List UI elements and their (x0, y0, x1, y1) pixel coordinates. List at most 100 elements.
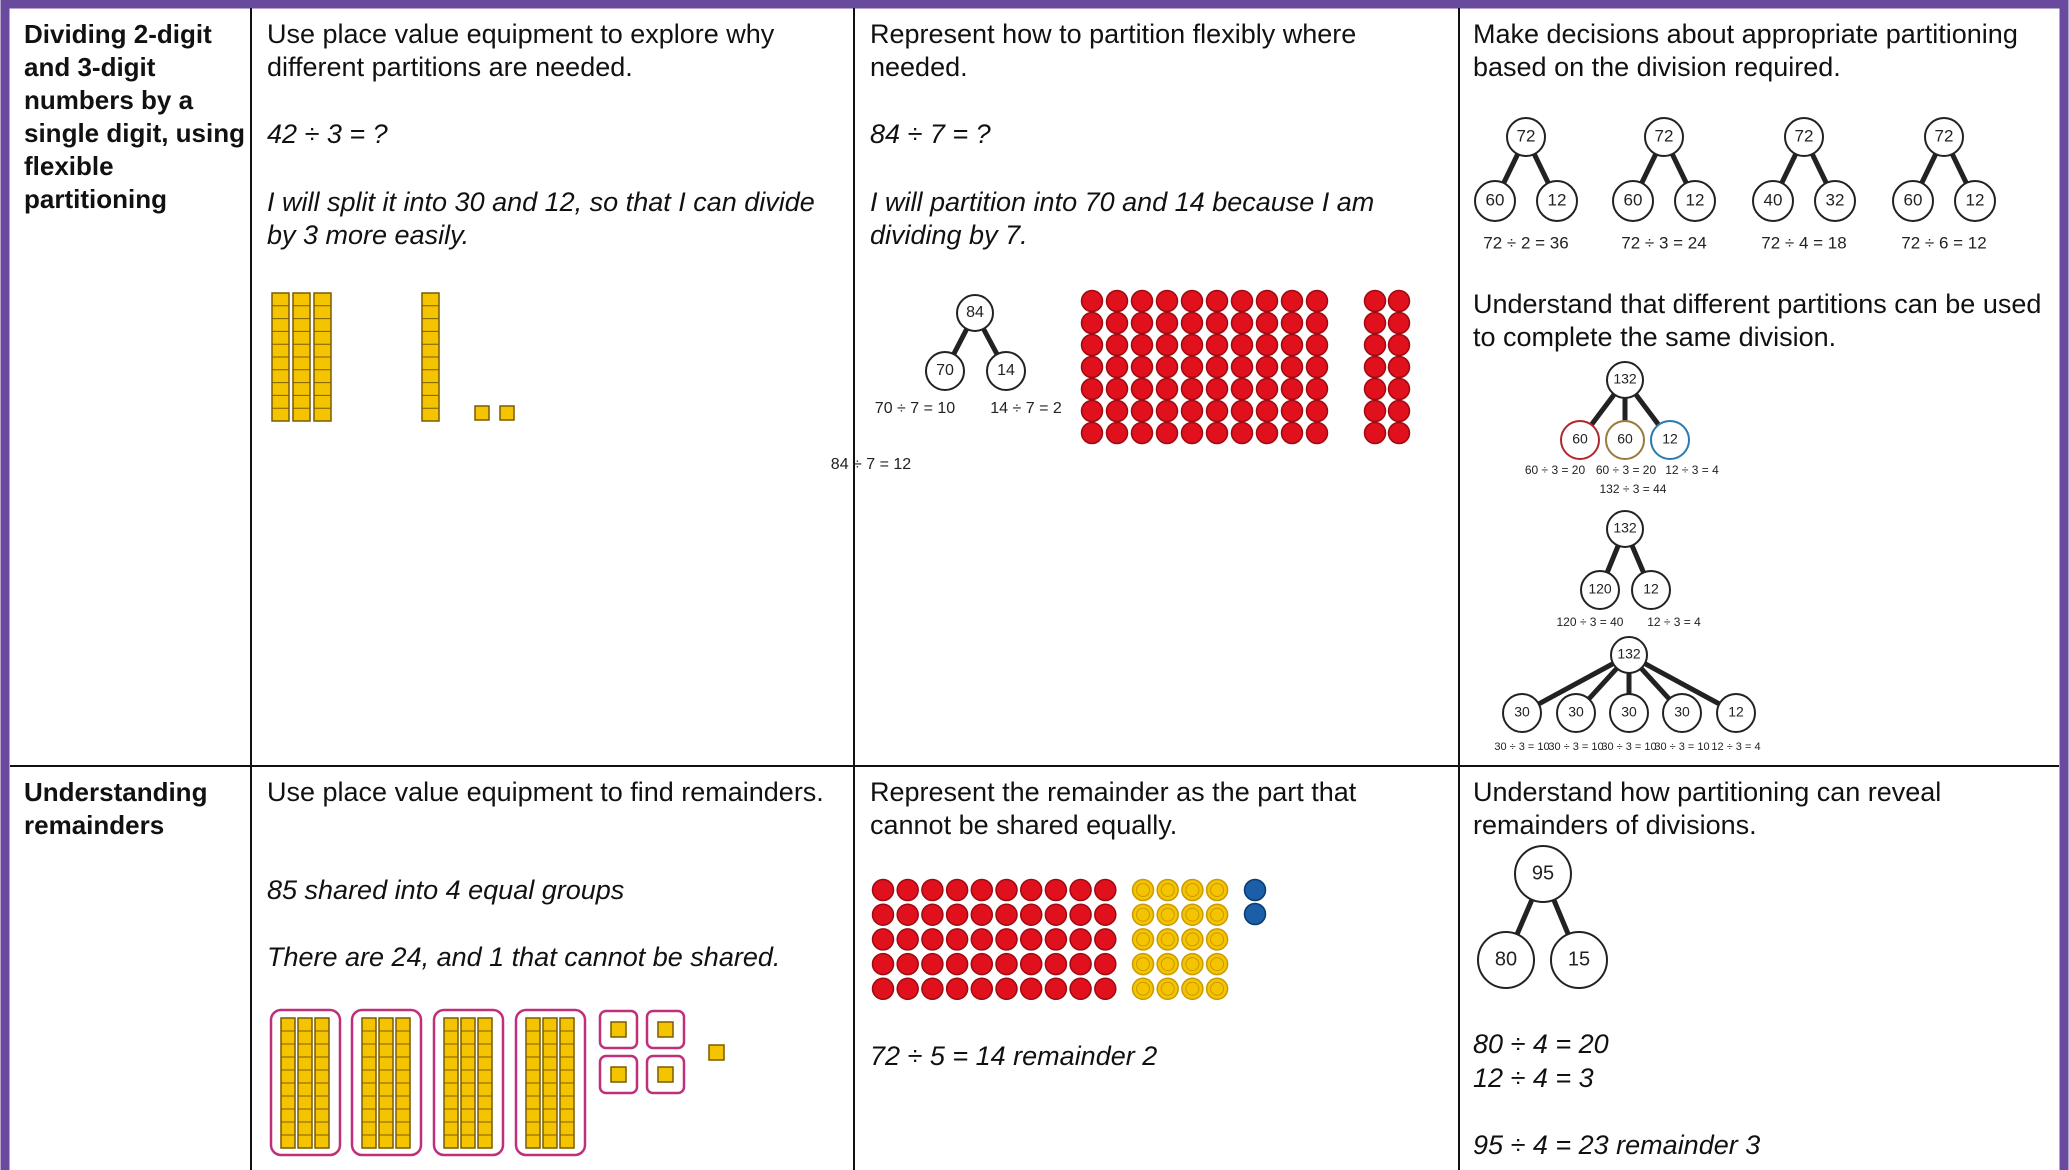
counter-ring (1160, 932, 1175, 947)
whole-circle (1610, 636, 1648, 674)
counter-ring (1136, 907, 1150, 922)
cell-text: Understand that different partitions can… (1473, 289, 2042, 352)
part-circle (1477, 931, 1535, 989)
counter (945, 952, 969, 976)
counter (871, 977, 895, 1001)
counter-ring (1185, 883, 1200, 897)
counter (1255, 355, 1279, 379)
calculation: 30 ÷ 3 = 10 (1654, 741, 1709, 753)
calculation: 70 ÷ 7 = 10 (875, 400, 956, 417)
counter (1105, 311, 1129, 335)
counter (1080, 333, 1104, 357)
counter (1305, 355, 1329, 379)
counter (1044, 977, 1068, 1001)
counter (1230, 311, 1254, 335)
counter (970, 952, 994, 976)
counter (995, 903, 1018, 926)
one-cube (610, 1066, 627, 1083)
counter (1105, 333, 1129, 357)
counter (1105, 377, 1129, 401)
part-label: 32 (1826, 190, 1845, 209)
counter (1255, 377, 1279, 401)
group-box (514, 1008, 587, 1157)
calculation: 12 ÷ 3 = 4 (1665, 463, 1719, 477)
counter (1131, 928, 1155, 951)
part-label: 12 (1686, 190, 1705, 209)
part-circle (925, 351, 965, 391)
counter (1387, 333, 1411, 357)
one-cube (474, 405, 490, 421)
counter (921, 928, 944, 951)
calculation: 30 ÷ 3 = 10 (1494, 741, 1549, 753)
calculation: 12 ÷ 3 = 4 (1711, 741, 1760, 753)
example: 42 ÷ 3 = ? (267, 119, 388, 149)
counter (995, 928, 1018, 951)
part-circle (1612, 180, 1654, 222)
counter (1280, 399, 1304, 423)
counter (1019, 977, 1043, 1001)
counter (1230, 289, 1254, 313)
counter (1181, 878, 1204, 902)
whole-label: 132 (1613, 520, 1637, 536)
part-label: 70 (936, 362, 954, 379)
counter (1155, 377, 1179, 401)
counter (1387, 289, 1411, 313)
counter (1019, 878, 1043, 902)
whole-circle (1924, 117, 1964, 157)
counter (1105, 399, 1129, 423)
part-label: 60 (1904, 190, 1923, 209)
counter (970, 977, 994, 1001)
counter (1069, 952, 1092, 976)
part-label: 12 (1662, 431, 1678, 447)
counter (1156, 977, 1179, 1001)
counter (1105, 355, 1129, 379)
calculation: 12 ÷ 3 = 4 (1647, 615, 1701, 629)
counter (1069, 878, 1092, 902)
row-heading: Understanding remainders (24, 777, 208, 840)
explanation: I will split it into 30 and 12, so that … (267, 187, 815, 250)
counter (1180, 311, 1204, 335)
counter (921, 878, 944, 902)
calculation: 30 ÷ 3 = 10 (1548, 741, 1603, 753)
counter (896, 903, 919, 926)
counter (1131, 977, 1155, 1001)
counter (1155, 289, 1179, 313)
part-circle (1662, 693, 1702, 733)
counter (1305, 421, 1329, 445)
cell-text: Make decisions about appropriate partiti… (1473, 19, 2018, 82)
counter (1094, 977, 1117, 1001)
counter (1305, 311, 1329, 335)
counter (1363, 421, 1387, 445)
counter (896, 977, 919, 1001)
counter (1155, 355, 1179, 379)
counter (1094, 928, 1117, 951)
counter (1387, 311, 1411, 335)
counter (1080, 421, 1104, 445)
counter (1205, 311, 1229, 335)
part-circle (1674, 180, 1716, 222)
calculation: 60 ÷ 3 = 20 (1525, 463, 1586, 477)
counter (1080, 355, 1104, 379)
counter (1230, 399, 1254, 423)
calculation: 120 ÷ 3 = 40 (1557, 615, 1624, 629)
counter (1305, 377, 1329, 401)
calculation: 72 ÷ 6 = 12 (1901, 233, 1986, 252)
counter (1255, 421, 1279, 445)
counter (1044, 928, 1068, 951)
counter (1155, 333, 1179, 357)
counter (1243, 878, 1267, 902)
part-circle (1550, 931, 1608, 989)
counter (1305, 399, 1329, 423)
part-circle (1560, 420, 1600, 460)
part-label: 120 (1588, 581, 1612, 597)
counter-ring (1136, 883, 1150, 897)
counter (1363, 333, 1387, 357)
counter (945, 903, 969, 926)
counter (1205, 377, 1229, 401)
counter (1280, 311, 1304, 335)
example: 72 ÷ 5 = 14 remainder 2 (870, 1041, 1158, 1071)
model-branch (1627, 652, 1738, 716)
cell-text: Use place value equipment to explore why… (267, 19, 775, 82)
calculation: 30 ÷ 3 = 10 (1601, 741, 1656, 753)
